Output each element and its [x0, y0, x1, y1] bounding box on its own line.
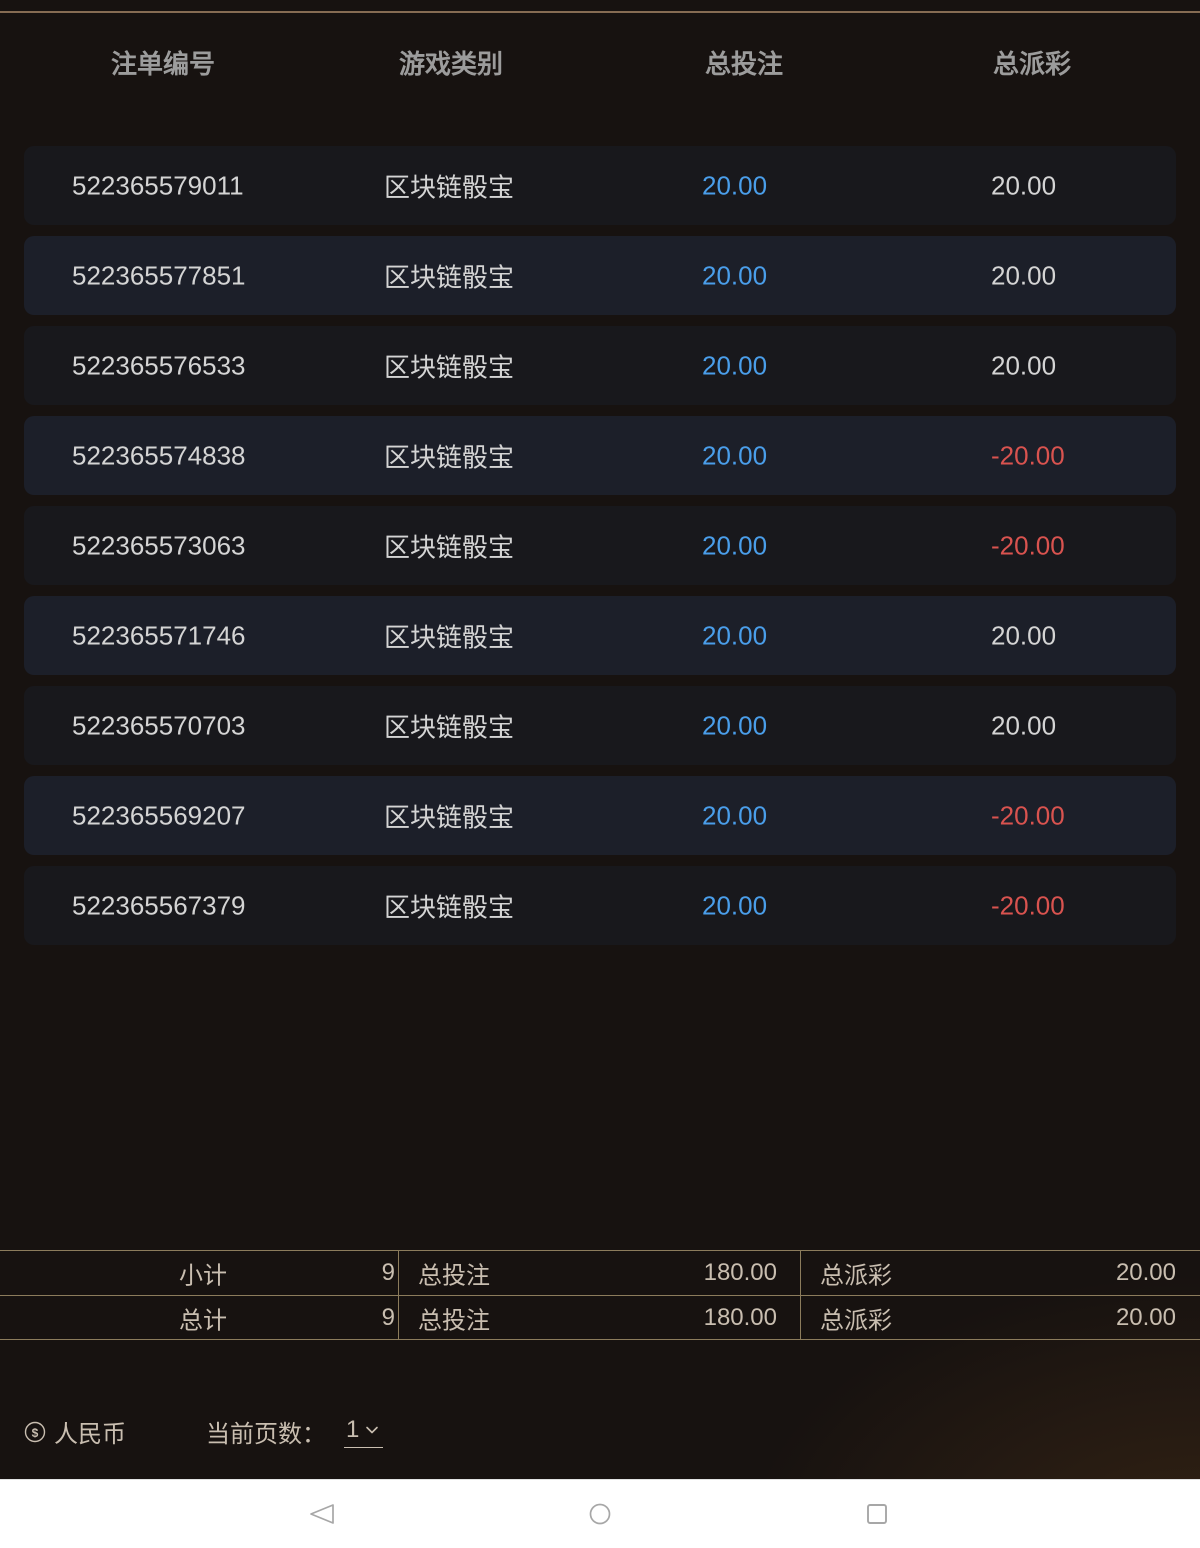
svg-text:$: $ [32, 1426, 39, 1440]
